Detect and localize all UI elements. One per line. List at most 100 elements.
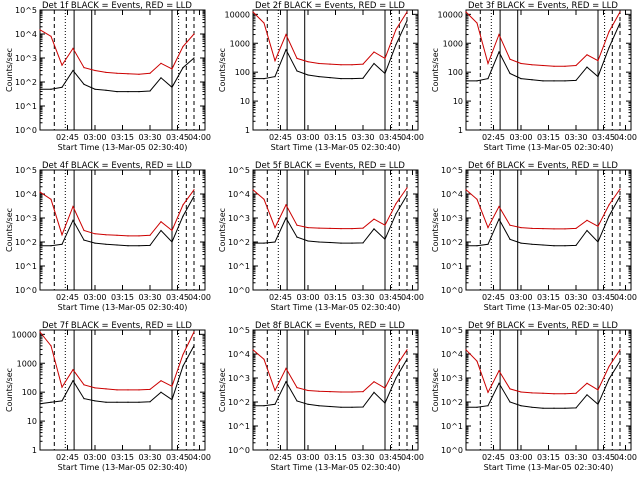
y-tick-label: 10^0 xyxy=(228,446,250,455)
y-tick-label: 10^0 xyxy=(228,286,250,295)
y-tick-label: 10^1 xyxy=(228,422,250,431)
y-tick-label: 1 xyxy=(32,446,37,455)
data-point-events xyxy=(395,213,397,215)
x-tick-label: 03:00 xyxy=(83,453,106,462)
x-tick-label: 03:15 xyxy=(324,133,347,142)
data-point-events xyxy=(597,403,599,405)
data-point-events xyxy=(149,90,151,92)
chart-panel-7: Det 7f BLACK = Events, RED = LLD 1 10 100 10… xyxy=(5,321,211,472)
data-point-lld xyxy=(274,60,276,62)
data-point-events xyxy=(340,406,342,408)
series-line-lld xyxy=(39,29,195,75)
data-point-events xyxy=(362,242,364,244)
data-point-events xyxy=(608,378,610,380)
data-point-events xyxy=(351,406,353,408)
x-tick-label: 03:30 xyxy=(564,133,587,142)
data-point-lld xyxy=(575,227,577,229)
x-tick-label: 03:45 xyxy=(166,293,189,302)
series-line-lld xyxy=(252,349,408,393)
chart-panel-1: Det 1f BLACK = Events, RED = LLD 10^0 10^1… xyxy=(5,1,211,152)
data-point-lld xyxy=(72,369,74,371)
data-point-events xyxy=(127,91,129,93)
x-tick-label: 03:45 xyxy=(592,453,615,462)
data-point-lld xyxy=(193,331,195,333)
data-point-lld xyxy=(296,224,298,226)
data-point-events xyxy=(619,195,621,197)
data-point-lld xyxy=(263,358,265,360)
x-tick-label: 03:15 xyxy=(324,293,347,302)
data-point-events xyxy=(171,399,173,401)
chart-panel-5: Det 5f BLACK = Events, RED = LLD 10^0 10^1… xyxy=(218,161,424,312)
y-tick-label: 10^1 xyxy=(441,422,463,431)
panel-title: Det 9f BLACK = Events, RED = LLD xyxy=(468,321,618,331)
x-tick-label: 03:15 xyxy=(324,453,347,462)
data-point-events xyxy=(72,219,74,221)
data-point-events xyxy=(50,245,52,247)
data-point-lld xyxy=(160,221,162,223)
data-point-events xyxy=(94,88,96,90)
data-point-events xyxy=(406,358,408,360)
data-point-lld xyxy=(39,331,41,333)
data-point-events xyxy=(619,360,621,362)
data-point-lld xyxy=(608,31,610,33)
data-point-lld xyxy=(597,389,599,391)
data-point-events xyxy=(564,245,566,247)
data-point-events xyxy=(509,238,511,240)
x-tick-label: 02:45 xyxy=(56,453,79,462)
data-point-events xyxy=(531,243,533,245)
chart-panel-9: Det 9f BLACK = Events, RED = LLD 10^0 10^1… xyxy=(431,321,637,472)
y-tick-label: 1 xyxy=(458,126,463,135)
x-tick-label: 03:30 xyxy=(564,293,587,302)
x-tick-label: 03:00 xyxy=(296,133,319,142)
series-line-events xyxy=(466,360,621,409)
data-point-lld xyxy=(531,227,533,229)
y-tick-label: 10^0 xyxy=(441,286,463,295)
data-point-events xyxy=(373,391,375,393)
x-tick-label: 04:00 xyxy=(188,293,211,302)
y-tick-label: 10^1 xyxy=(228,262,250,271)
data-point-events xyxy=(406,20,408,22)
data-point-events xyxy=(520,405,522,407)
data-point-lld xyxy=(351,391,353,393)
data-point-lld xyxy=(149,72,151,74)
data-point-events xyxy=(285,49,287,51)
data-point-lld xyxy=(296,57,298,60)
x-tick-label: 02:45 xyxy=(482,453,505,462)
x-tick-label: 03:00 xyxy=(296,453,319,462)
data-point-events xyxy=(39,88,41,90)
data-point-events xyxy=(351,78,353,80)
data-point-events xyxy=(586,66,588,68)
y-tick-label: 10000 xyxy=(438,10,463,19)
x-tick-label: 03:30 xyxy=(138,133,161,142)
plot-frame xyxy=(465,329,632,451)
plot-frame xyxy=(465,169,632,291)
panel-title: Det 3f BLACK = Events, RED = LLD xyxy=(468,1,618,11)
y-tick-label: 10^5 xyxy=(228,166,250,175)
x-tick-label: 03:30 xyxy=(564,453,587,462)
data-point-events xyxy=(39,245,41,247)
data-point-lld xyxy=(487,391,489,393)
data-point-events xyxy=(285,381,287,383)
data-point-lld xyxy=(263,22,265,24)
y-tick-label: 10^5 xyxy=(441,326,463,335)
data-point-events xyxy=(296,70,298,72)
data-point-events xyxy=(193,345,195,347)
y-tick-label: 10000 xyxy=(12,330,37,339)
x-tick-label: 02:45 xyxy=(269,133,292,142)
y-tick-label: 100 xyxy=(22,388,37,397)
series-line-lld xyxy=(465,349,621,395)
data-point-events xyxy=(116,401,118,403)
data-point-lld xyxy=(520,391,522,393)
data-point-lld xyxy=(94,233,96,235)
y-axis-label: Counts/sec xyxy=(431,368,440,412)
data-point-lld xyxy=(509,224,511,226)
data-point-events xyxy=(373,228,375,230)
data-point-lld xyxy=(318,390,320,392)
data-point-events xyxy=(61,86,63,88)
x-tick-label: 03:30 xyxy=(351,133,374,142)
data-point-events xyxy=(182,215,184,217)
data-point-lld xyxy=(318,227,320,229)
data-point-lld xyxy=(564,65,566,67)
series-line-lld xyxy=(252,11,408,66)
